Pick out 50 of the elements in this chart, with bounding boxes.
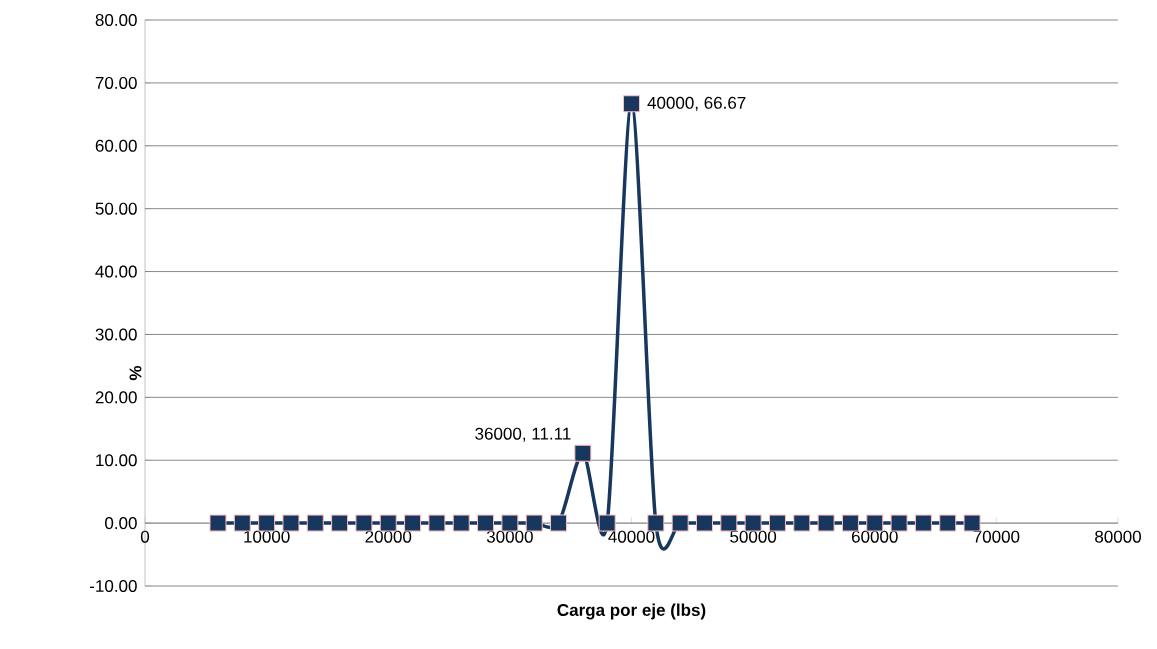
- y-axis-title: %: [129, 365, 142, 381]
- y-tick-label: 40.00: [95, 265, 137, 278]
- point: [695, 514, 713, 532]
- point: [890, 514, 908, 532]
- point: [282, 514, 300, 532]
- x-tick-label: 0: [140, 530, 150, 543]
- point: [331, 514, 349, 532]
- point: [647, 514, 665, 532]
- point: [793, 514, 811, 532]
- point: [598, 514, 616, 532]
- point: [233, 514, 251, 532]
- x-axis-title: Carga por eje (lbs): [557, 603, 706, 620]
- point: [306, 514, 324, 532]
- x-tick-label: 60000: [851, 530, 898, 543]
- y-tick-label: 70.00: [95, 76, 137, 89]
- x-tick-label: 70000: [973, 530, 1020, 543]
- y-tick-label: 60.00: [95, 139, 137, 152]
- point: [404, 514, 422, 532]
- x-tick-label: 20000: [365, 530, 412, 543]
- y-tick-label: 30.00: [95, 328, 137, 341]
- point: [525, 514, 543, 532]
- point: [914, 514, 932, 532]
- point: [671, 514, 689, 532]
- point: [477, 514, 495, 532]
- y-tick-label: 80.00: [95, 13, 137, 27]
- point: [452, 514, 470, 532]
- x-tick-label: 30000: [486, 530, 533, 543]
- y-tick-label: 0.00: [105, 517, 137, 530]
- annotation: 36000, 11.11: [475, 427, 571, 442]
- point: [841, 514, 859, 532]
- point: [574, 444, 592, 462]
- y-tick-label: 20.00: [95, 391, 137, 404]
- point: [623, 95, 640, 113]
- point: [817, 514, 835, 532]
- x-tick-label: 80000: [1095, 530, 1141, 543]
- point: [209, 514, 227, 532]
- point: [768, 514, 786, 532]
- y-tick-label: 10.00: [96, 454, 137, 467]
- point: [720, 514, 738, 532]
- point: [428, 514, 446, 532]
- x-tick-label: 10000: [244, 530, 290, 543]
- point: [963, 514, 981, 532]
- point: [550, 514, 568, 532]
- annotation: 40000, 66.67: [647, 96, 746, 111]
- point: [355, 514, 373, 532]
- y-tick-label: -10.00: [90, 579, 137, 593]
- x-tick-label: 50000: [730, 530, 777, 543]
- x-tick-label: 40000: [608, 530, 655, 543]
- point: [939, 514, 957, 532]
- y-tick-label: 50.00: [95, 202, 137, 215]
